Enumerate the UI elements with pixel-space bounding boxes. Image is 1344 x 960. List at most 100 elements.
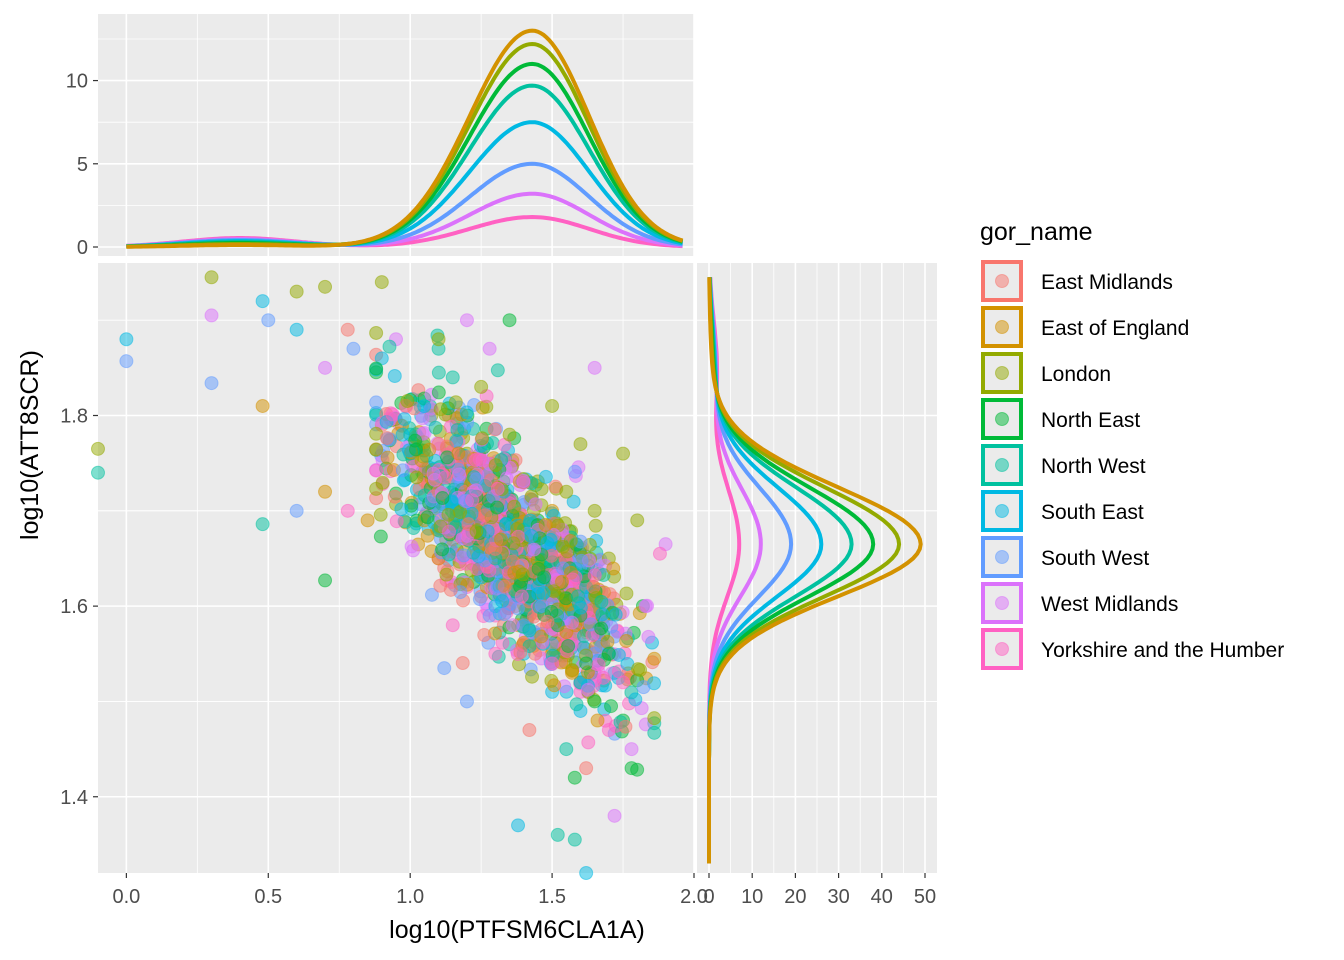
legend-label: South East bbox=[1041, 501, 1144, 524]
data-point bbox=[511, 818, 526, 833]
x-axis-title: log10(PTFSM6CLA1A) bbox=[389, 916, 645, 944]
data-point bbox=[91, 441, 105, 456]
data-point bbox=[475, 431, 490, 446]
data-point bbox=[459, 694, 474, 709]
top-y-tick-label: 0 bbox=[77, 237, 88, 259]
data-point bbox=[536, 585, 551, 600]
data-point bbox=[594, 594, 609, 609]
data-point bbox=[540, 614, 555, 629]
right-x-tick-label: 50 bbox=[914, 886, 936, 908]
data-point bbox=[255, 517, 270, 532]
data-point bbox=[456, 548, 471, 563]
data-point bbox=[641, 629, 656, 644]
data-point bbox=[318, 484, 333, 499]
data-point bbox=[567, 832, 582, 847]
data-point bbox=[119, 332, 134, 347]
data-point bbox=[482, 341, 497, 356]
data-point bbox=[545, 656, 560, 671]
data-point bbox=[587, 503, 602, 518]
data-point bbox=[477, 553, 492, 568]
data-point bbox=[588, 518, 603, 533]
data-point bbox=[652, 546, 667, 561]
data-point bbox=[619, 633, 634, 648]
data-point bbox=[443, 582, 458, 597]
data-point bbox=[379, 430, 394, 445]
data-point bbox=[647, 725, 662, 740]
legend-key-point bbox=[995, 320, 1009, 334]
data-point bbox=[375, 475, 390, 490]
data-point bbox=[389, 514, 404, 529]
data-point bbox=[442, 524, 457, 539]
data-point bbox=[395, 463, 410, 478]
data-point bbox=[564, 615, 579, 630]
data-point bbox=[502, 427, 517, 442]
data-point bbox=[633, 663, 648, 678]
data-point bbox=[448, 395, 463, 410]
legend-label: East Midlands bbox=[1041, 271, 1173, 294]
data-point bbox=[428, 420, 443, 435]
x-tick-label: 0.0 bbox=[112, 886, 140, 908]
data-point bbox=[373, 507, 388, 522]
data-point bbox=[574, 553, 589, 568]
density-curves bbox=[126, 31, 923, 864]
data-point bbox=[373, 529, 388, 544]
data-point bbox=[569, 697, 584, 712]
data-point bbox=[477, 628, 492, 643]
data-point bbox=[346, 341, 361, 356]
data-point bbox=[555, 574, 570, 589]
data-point bbox=[587, 568, 602, 583]
data-point bbox=[431, 332, 446, 347]
data-point bbox=[600, 634, 615, 649]
right-x-tick-label: 40 bbox=[871, 886, 893, 908]
data-point bbox=[616, 675, 631, 690]
data-point bbox=[514, 589, 529, 604]
data-point bbox=[433, 402, 448, 417]
legend-label: South West bbox=[1041, 547, 1149, 570]
data-point bbox=[571, 589, 586, 604]
data-point bbox=[426, 466, 441, 481]
right-x-tick-label: 10 bbox=[741, 886, 763, 908]
data-point bbox=[255, 294, 270, 309]
right-density-curve bbox=[707, 277, 923, 864]
data-point bbox=[579, 656, 594, 671]
data-point bbox=[385, 407, 400, 422]
legend-key-point bbox=[995, 642, 1009, 656]
data-point bbox=[459, 405, 474, 420]
data-point bbox=[608, 607, 623, 622]
top-marginal-panel bbox=[98, 14, 694, 256]
data-point bbox=[591, 657, 606, 672]
data-point bbox=[340, 503, 355, 518]
data-point bbox=[424, 587, 439, 602]
data-point bbox=[369, 463, 384, 478]
data-point bbox=[451, 446, 466, 461]
data-point bbox=[618, 719, 633, 734]
data-point bbox=[289, 322, 304, 337]
data-point bbox=[604, 699, 619, 714]
data-point bbox=[573, 600, 588, 615]
data-point bbox=[490, 481, 505, 496]
right-x-tick-label: 20 bbox=[784, 886, 806, 908]
data-point bbox=[561, 638, 576, 653]
data-point bbox=[579, 866, 594, 880]
data-point bbox=[488, 458, 503, 473]
data-point bbox=[445, 370, 460, 385]
top-y-tick-label: 10 bbox=[66, 71, 88, 93]
data-point bbox=[474, 379, 489, 394]
data-point bbox=[400, 394, 415, 409]
data-point bbox=[507, 499, 522, 514]
data-point bbox=[469, 524, 484, 539]
data-point bbox=[318, 279, 333, 294]
data-point bbox=[573, 437, 588, 452]
data-point bbox=[468, 452, 483, 467]
data-point bbox=[487, 422, 502, 437]
data-point bbox=[590, 713, 605, 728]
data-point bbox=[545, 398, 560, 413]
data-point bbox=[522, 623, 537, 638]
scatter-points bbox=[91, 270, 673, 880]
data-point bbox=[630, 513, 645, 528]
data-point bbox=[506, 536, 521, 551]
legend-key-point bbox=[995, 366, 1009, 380]
data-point bbox=[255, 398, 270, 413]
data-point bbox=[289, 284, 304, 299]
